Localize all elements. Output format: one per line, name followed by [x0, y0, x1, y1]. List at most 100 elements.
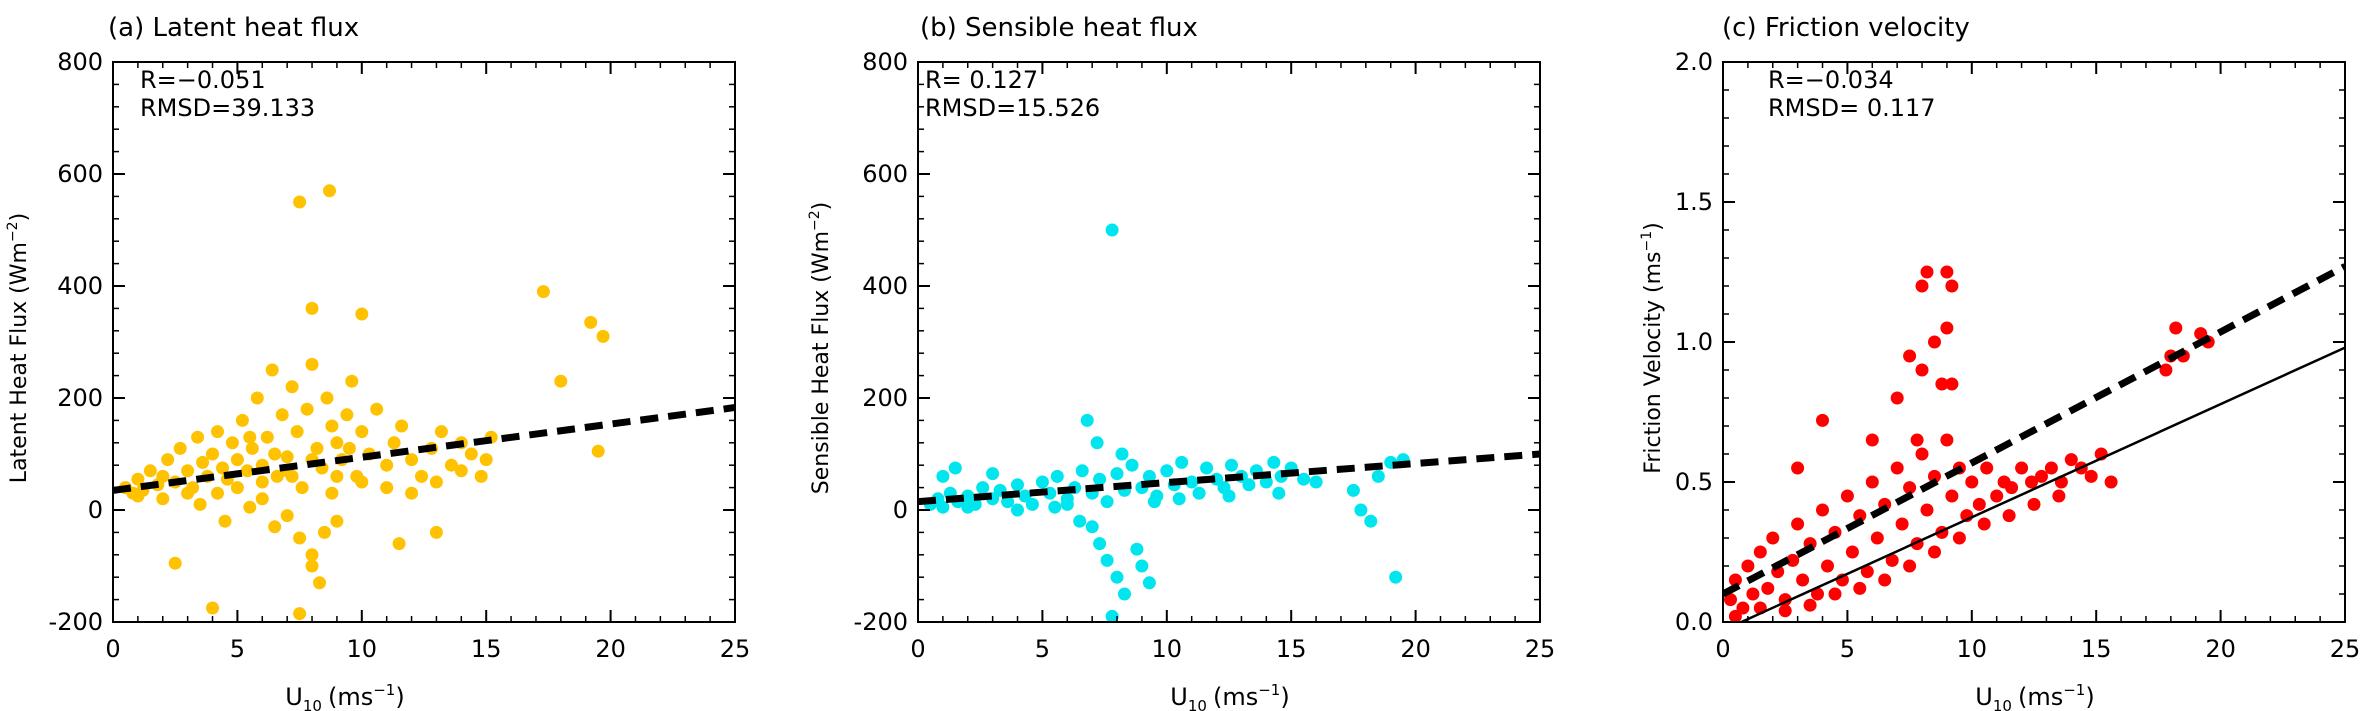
fit-line-dashed	[113, 404, 735, 494]
x-axis-label: U10 (ms−1)	[1170, 681, 1289, 711]
data-point	[1828, 587, 1842, 601]
data-point	[1940, 321, 1954, 335]
x-tick-label: 0	[105, 635, 120, 663]
data-point	[479, 453, 493, 467]
data-point	[293, 195, 307, 209]
data-point	[1172, 492, 1186, 506]
data-point	[1860, 565, 1874, 579]
x-tick-label: 15	[2081, 635, 2112, 663]
data-point	[1940, 265, 1954, 279]
data-point	[2035, 469, 2048, 483]
data-points	[118, 184, 610, 621]
x-tick-label: 20	[2205, 635, 2236, 663]
y-tick-label: 600	[57, 160, 103, 188]
data-point	[1952, 531, 1966, 545]
data-point	[1821, 559, 1834, 573]
data-point	[1920, 265, 1934, 279]
data-point	[305, 301, 319, 315]
data-point	[380, 481, 394, 495]
data-point	[2064, 453, 2078, 467]
data-point	[1890, 461, 1904, 475]
data-point	[2027, 497, 2041, 511]
data-point	[1272, 486, 1286, 500]
data-points	[923, 223, 1410, 622]
y-tick-label: 0	[893, 496, 908, 524]
data-point	[1125, 458, 1139, 472]
data-point	[295, 481, 309, 495]
data-point	[596, 329, 610, 343]
data-point	[1853, 581, 1867, 595]
data-point	[1075, 464, 1089, 478]
data-point	[275, 408, 289, 422]
plot-frame	[917, 61, 1541, 623]
data-point	[405, 453, 419, 467]
data-point	[1915, 447, 1929, 461]
y-tick-label: 800	[57, 48, 103, 76]
data-point	[330, 436, 344, 450]
y-tick-label: 0.5	[1675, 468, 1713, 496]
data-point	[1354, 503, 1368, 517]
data-point	[429, 525, 443, 539]
data-point	[206, 601, 219, 615]
data-point	[1885, 553, 1899, 567]
stat-r: R=−0.051	[140, 66, 266, 94]
data-point	[2005, 481, 2019, 495]
y-axis-label: Friction Velocity (ms−1)	[1639, 222, 1666, 473]
data-point	[1225, 458, 1238, 472]
y-tick-label: 0.0	[1675, 608, 1713, 636]
data-point	[2025, 475, 2038, 489]
data-point	[1878, 573, 1892, 587]
y-axis-label: Latent Heat Flux (Wm−2)	[5, 213, 32, 483]
data-point	[355, 475, 369, 489]
data-point	[415, 469, 428, 483]
data-point	[323, 184, 336, 198]
data-point	[1990, 489, 2004, 503]
data-point	[181, 486, 195, 500]
data-point	[454, 464, 468, 478]
x-axis-label: U10 (ms−1)	[1975, 681, 2094, 711]
data-point	[300, 402, 314, 416]
data-point	[1736, 601, 1750, 615]
data-point	[1259, 475, 1273, 489]
y-tick-label: 400	[862, 272, 908, 300]
data-point	[1977, 517, 1991, 531]
data-point	[280, 509, 294, 523]
data-point	[1741, 559, 1755, 573]
data-point	[976, 481, 990, 495]
data-point	[444, 458, 458, 472]
data-point	[181, 464, 195, 478]
data-point	[936, 469, 950, 483]
data-point	[310, 441, 324, 455]
data-point	[1811, 587, 1824, 601]
data-point	[230, 453, 244, 467]
data-point	[1093, 472, 1107, 486]
data-point	[250, 391, 264, 405]
data-point	[1895, 517, 1909, 531]
data-point	[1115, 447, 1129, 461]
data-point	[1080, 413, 1094, 427]
data-point	[1105, 223, 1119, 237]
x-tick-label: 20	[1400, 635, 1431, 663]
data-point	[305, 559, 319, 573]
data-point	[345, 374, 359, 388]
data-point	[1865, 433, 1879, 447]
data-point	[265, 363, 279, 377]
data-point	[156, 469, 170, 483]
stat-rmsd: RMSD=39.133	[140, 94, 315, 122]
data-point	[387, 436, 401, 450]
data-point	[1147, 495, 1161, 509]
x-tick-label: 10	[347, 635, 378, 663]
data-point	[355, 425, 369, 439]
data-point	[1105, 609, 1119, 622]
data-point	[2052, 489, 2066, 503]
data-point	[131, 489, 145, 503]
data-point	[1928, 335, 1941, 349]
data-point	[1816, 503, 1829, 517]
data-point	[243, 500, 257, 514]
data-point	[173, 441, 187, 455]
data-point	[243, 430, 257, 444]
data-point	[1011, 478, 1024, 492]
data-point	[1175, 455, 1189, 469]
data-point	[948, 461, 962, 475]
